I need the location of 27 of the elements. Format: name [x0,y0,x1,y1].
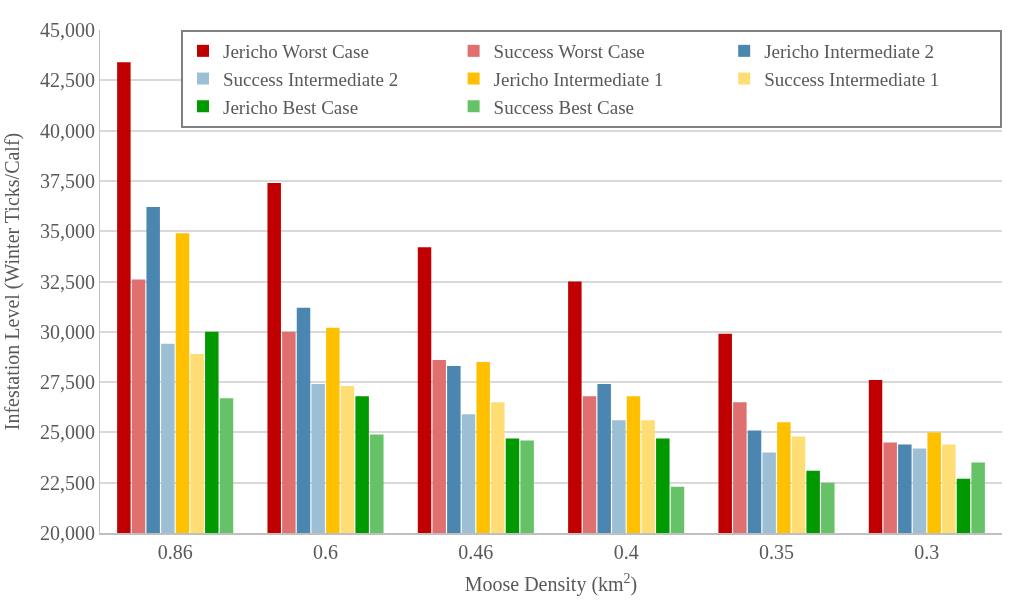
x-tick-label: 0.3 [914,541,940,563]
x-tick-label: 0.6 [313,541,338,563]
y-tick-label: 20,000 [40,522,95,544]
legend-label: Jericho Intermediate 1 [493,68,664,90]
y-tick-label: 30,000 [40,320,95,343]
y-tick-label: 22,500 [40,471,95,494]
y-tick-label: 40,000 [40,119,95,142]
legend-label: Success Intermediate 1 [764,68,940,90]
legend-label: Jericho Best Case [223,96,359,118]
y-tick-label: 35,000 [40,220,95,243]
y-tick-label: 45,000 [40,19,95,41]
y-tick-label: 37,500 [40,169,95,192]
x-tick-label: 0.35 [759,541,794,563]
y-tick-label: 42,500 [40,69,95,92]
x-tick-label: 0.4 [613,541,639,563]
legend-label: Success Best Case [493,96,634,118]
x-axis-title: Moose Density (km$^{2}$) [464,570,638,596]
legend-label: Success Intermediate 2 [223,68,399,90]
y-tick-label: 27,500 [40,371,95,394]
x-tick-label: 0.86 [157,541,193,563]
y-tick-label: 32,500 [40,270,95,293]
x-tick-label: 0.46 [458,541,494,563]
legend-label: Jericho Worst Case [223,41,369,63]
legend-label: Success Worst Case [493,41,645,63]
legend-label: Jericho Intermediate 2 [764,41,935,63]
y-axis-title: Infestation Level (Winter Ticks/Calf) [0,132,24,431]
y-tick-label: 25,000 [40,421,95,444]
